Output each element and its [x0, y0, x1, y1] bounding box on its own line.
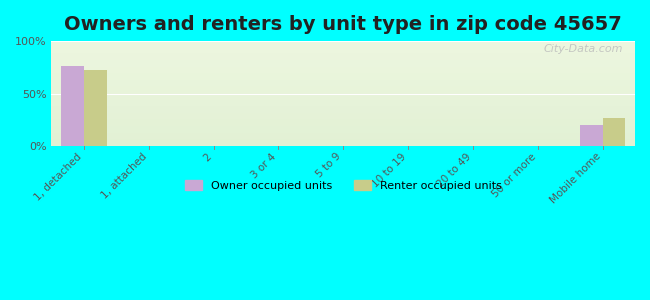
Bar — [580, 125, 603, 146]
Legend: Owner occupied units, Renter occupied units: Owner occupied units, Renter occupied un… — [181, 176, 506, 196]
Text: City-Data.com: City-Data.com — [544, 44, 623, 54]
Title: Owners and renters by unit type in zip code 45657: Owners and renters by unit type in zip c… — [64, 15, 622, 34]
Bar — [603, 118, 625, 146]
Bar — [84, 70, 107, 146]
Bar — [61, 66, 84, 146]
